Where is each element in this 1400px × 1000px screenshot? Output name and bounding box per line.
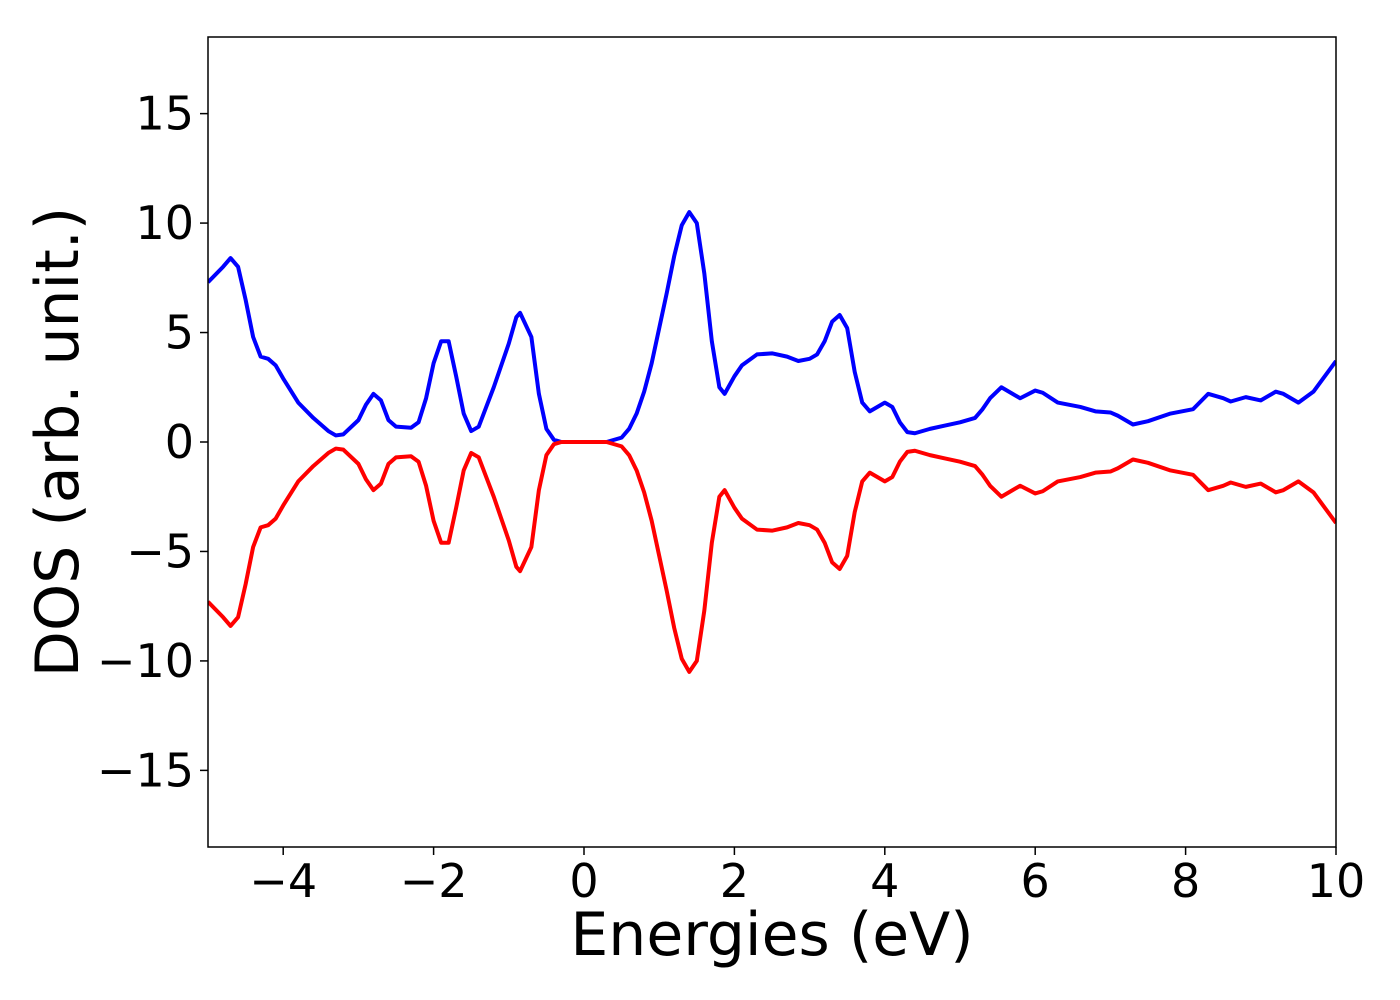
y-tick-label: 10 — [135, 196, 194, 250]
x-tick-label: 2 — [720, 854, 749, 908]
y-tick-label: 5 — [165, 306, 194, 360]
y-tick-label: −15 — [97, 743, 194, 797]
x-tick-label: 10 — [1307, 854, 1366, 908]
x-axis-label: Energies (eV) — [570, 900, 973, 970]
data-line — [208, 210, 1336, 444]
data-line — [208, 440, 1336, 674]
x-tick-label: 4 — [870, 854, 899, 908]
y-tick-label: −10 — [97, 634, 194, 688]
x-tick-label: −4 — [249, 854, 317, 908]
x-tick-label: 8 — [1171, 854, 1200, 908]
y-axis-label: DOS (arb. unit.) — [23, 207, 93, 677]
x-tick-label: 0 — [569, 854, 598, 908]
plot-frame — [207, 36, 1337, 848]
y-tick-label: 0 — [165, 415, 194, 469]
y-tick-label: −5 — [126, 524, 194, 578]
x-tick-label: −2 — [400, 854, 468, 908]
x-tick-label: 6 — [1021, 854, 1050, 908]
y-tick-label: 15 — [135, 87, 194, 141]
